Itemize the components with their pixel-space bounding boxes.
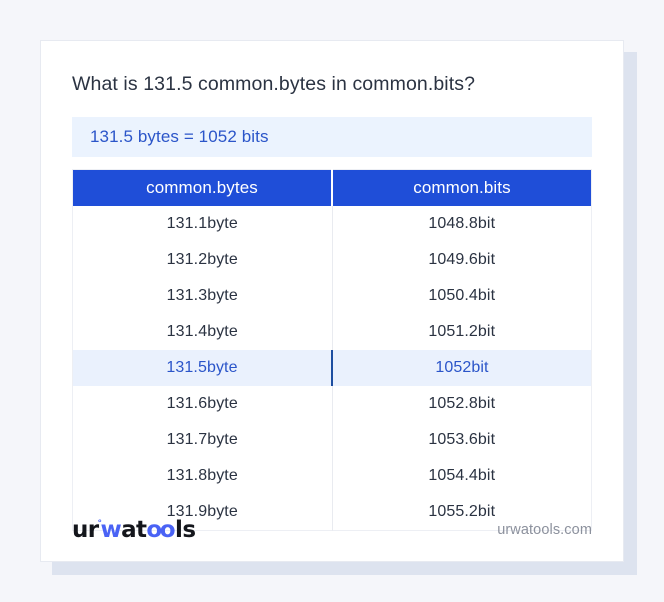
table-row: 131.8byte 1054.4bit bbox=[72, 458, 592, 494]
table-row: 131.3byte 1050.4bit bbox=[72, 278, 592, 314]
cell-bytes: 131.1byte bbox=[72, 206, 333, 242]
cell-bits: 1054.4bit bbox=[428, 467, 496, 484]
answer-text: 131.5 bytes = 1052 bits bbox=[90, 127, 269, 146]
logo-part-ur: ur bbox=[72, 516, 99, 543]
table-row: 131.7byte 1053.6bit bbox=[72, 422, 592, 458]
cell-bytes: 131.3byte bbox=[72, 278, 333, 314]
logo-part-ls: ls bbox=[175, 516, 196, 543]
cell-bytes: 131.9byte bbox=[72, 494, 333, 531]
logo-degree-icon: ° bbox=[97, 518, 102, 529]
urwatools-logo[interactable]: ur ° w at oo ls bbox=[72, 516, 196, 543]
table-header: common.bytes common.bits bbox=[72, 169, 592, 206]
cell-bits: 1055.2bit bbox=[428, 503, 496, 520]
cell-bits: 1052.8bit bbox=[428, 395, 496, 412]
cell-bits: 1053.6bit bbox=[428, 431, 496, 448]
page-title: What is 131.5 common.bytes in common.bit… bbox=[72, 73, 476, 95]
cell-bits: 1048.8bit bbox=[428, 215, 496, 232]
column-header-bytes: common.bytes bbox=[72, 169, 333, 206]
cell-bytes: 131.5byte bbox=[72, 350, 333, 386]
answer-banner: 131.5 bytes = 1052 bits bbox=[72, 117, 592, 157]
cell-bytes: 131.2byte bbox=[72, 242, 333, 278]
conversion-card: What is 131.5 common.bytes in common.bit… bbox=[40, 40, 624, 562]
cell-bytes: 131.7byte bbox=[72, 422, 333, 458]
table-body: 131.1byte 1048.8bit 131.2byte 1049.6bit 131.… bbox=[72, 206, 592, 531]
cell-bits: 1050.4bit bbox=[428, 287, 496, 304]
table-row: 131.5byte 1052bit bbox=[72, 350, 592, 386]
card-content: What is 131.5 common.bytes in common.bit… bbox=[41, 41, 623, 531]
cell-bytes: 131.4byte bbox=[72, 314, 333, 350]
logo-part-w: w bbox=[100, 516, 122, 543]
column-header-bits: common.bits bbox=[332, 169, 592, 206]
table-row: 131.1byte 1048.8bit bbox=[72, 206, 592, 242]
table-row: 131.4byte 1051.2bit bbox=[72, 314, 592, 350]
cell-bits: 1049.6bit bbox=[428, 251, 496, 268]
table-row: 131.9byte 1055.2bit bbox=[72, 494, 592, 531]
card-footer: ur ° w at oo ls urwatools.com bbox=[72, 515, 592, 545]
conversion-table: common.bytes common.bits 131.1byte 1048.8… bbox=[72, 169, 592, 531]
cell-bits: 1051.2bit bbox=[428, 323, 496, 340]
table-row: 131.6byte 1052.8bit bbox=[72, 386, 592, 422]
site-url-label: urwatools.com bbox=[497, 522, 592, 538]
logo-glasses-oo-icon: oo bbox=[146, 516, 175, 543]
table-row: 131.2byte 1049.6bit bbox=[72, 242, 592, 278]
cell-bits: 1052bit bbox=[332, 350, 592, 386]
cell-bytes: 131.8byte bbox=[72, 458, 333, 494]
table-header-row: common.bytes common.bits bbox=[72, 169, 592, 206]
cell-bytes: 131.6byte bbox=[72, 386, 333, 422]
logo-part-at: at bbox=[121, 516, 147, 543]
